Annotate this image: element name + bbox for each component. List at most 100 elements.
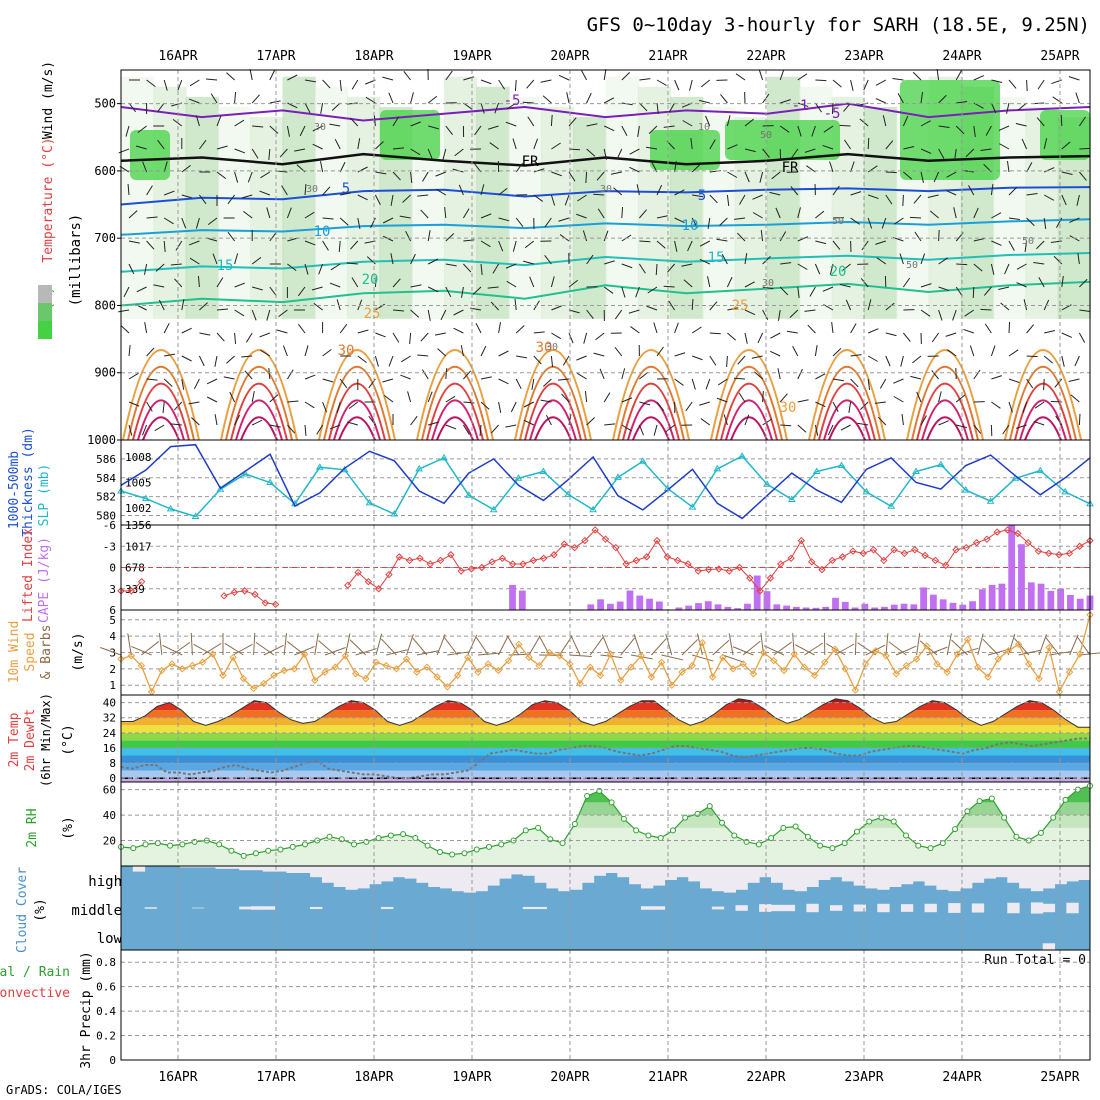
wind-barb: [760, 230, 764, 242]
li-marker: [880, 556, 888, 565]
wind-barb: [717, 378, 728, 386]
cloud-high-cell: [321, 866, 335, 883]
wind-barb: [382, 217, 394, 224]
wind-barb: [125, 125, 130, 137]
cape-bar: [812, 607, 820, 610]
wind-barb: [216, 308, 229, 311]
wind-barb: [374, 194, 381, 206]
wind-barb: [515, 325, 525, 334]
wind-barb: [480, 213, 492, 219]
wind-barb-10m: [742, 640, 761, 656]
cloud-high-cell: [510, 866, 524, 875]
wind-barb: [339, 161, 346, 173]
wind-barb: [175, 240, 183, 251]
wind-barb: [902, 277, 911, 288]
wind-ylabel-1: 10m Wind: [7, 621, 22, 684]
wind-barb: [1043, 355, 1053, 364]
wind-speed-marker: [382, 661, 390, 670]
wind-barb: [276, 329, 288, 334]
date-label-bottom: 23APR: [844, 1070, 883, 1085]
wind-barb: [506, 280, 517, 288]
wind-barb: [120, 325, 130, 334]
wind-barb: [576, 213, 587, 219]
wind-barb: [709, 301, 718, 311]
wind-barb: [390, 253, 394, 265]
wind-barb: [304, 183, 307, 196]
wind-barb: [526, 79, 535, 89]
wind-barb: [1015, 424, 1027, 429]
wind-barb: [777, 368, 781, 380]
wind-speed-marker: [953, 650, 962, 658]
wind-barb: [287, 400, 299, 403]
cape-bar: [822, 606, 830, 610]
rh-tick: 60: [103, 784, 116, 797]
li-marker: [529, 556, 538, 565]
ua-ylabel-wind: Wind (m/s): [41, 61, 56, 139]
rh-marker: [804, 833, 811, 840]
wind-barb: [269, 231, 277, 242]
wind-barb: [1006, 102, 1010, 114]
wind-barb: [636, 184, 640, 196]
warm-contour: [627, 399, 675, 441]
wind-barb: [860, 278, 869, 288]
cape-bar: [900, 603, 908, 610]
rh-marker: [326, 833, 333, 840]
wind-barb: [312, 125, 323, 132]
wind-barb: [445, 125, 453, 135]
cloud-high-cell: [960, 866, 973, 889]
wind-barb: [146, 378, 158, 381]
cape-bar: [773, 604, 781, 610]
wind-barb: [648, 125, 658, 135]
wind-barb: [128, 372, 139, 380]
cloud-high-cell: [948, 866, 961, 892]
wind-barb: [973, 75, 985, 81]
wind-tick: 4: [109, 630, 116, 643]
temp-band: [121, 702, 1090, 711]
cloud-middle-cell: [711, 906, 725, 910]
wind-barb: [329, 282, 341, 288]
slp-marker: [440, 453, 448, 461]
slp-marker: [315, 463, 324, 470]
cloud-middle-cell: [652, 906, 666, 910]
wind-barb: [699, 258, 711, 265]
warm-contour: [534, 416, 572, 441]
cape-bar: [616, 601, 624, 610]
date-label-top: 16APR: [158, 49, 197, 64]
wind-barb: [223, 376, 235, 380]
wind-barb: [172, 118, 183, 127]
cloud-middle-cell: [144, 907, 157, 909]
wind-speed-marker: [300, 650, 309, 658]
cloud-high-cell: [818, 866, 831, 880]
wind-barb: [294, 148, 306, 152]
cloud-high-cell: [830, 866, 843, 878]
cloud-high-cell: [227, 866, 240, 869]
wind-barb: [682, 120, 693, 127]
li-marker: [127, 587, 136, 595]
rh-band: [637, 86, 672, 319]
wind-barb-10m: [763, 645, 785, 656]
li-marker: [591, 526, 599, 534]
wind-barb: [234, 171, 239, 183]
wind-barb: [580, 70, 588, 81]
wind-barb: [445, 70, 453, 81]
wind-barb: [1000, 302, 1010, 311]
wind-barb-10m: [946, 633, 952, 656]
wind-barb-10m: [528, 635, 541, 656]
wind-barb: [899, 253, 904, 265]
wind-barb: [287, 424, 296, 434]
wind-speed-marker: [831, 645, 839, 653]
wind-barb: [797, 207, 801, 219]
wind-barb: [991, 212, 1002, 219]
warm-contour: [632, 416, 670, 441]
wind-speed-marker: [413, 668, 421, 676]
warm-contour: [122, 349, 200, 441]
wind-barb: [199, 302, 208, 311]
cloud-high-cell: [1042, 866, 1056, 889]
cloud-high-cell: [900, 866, 914, 885]
rh-band-fill: [121, 815, 1090, 828]
wind-barb: [621, 125, 628, 136]
cloud-middle-cell: [1030, 902, 1044, 914]
wind-barb: [561, 393, 570, 403]
wind-barb: [850, 217, 860, 225]
wind-barb: [226, 72, 235, 81]
